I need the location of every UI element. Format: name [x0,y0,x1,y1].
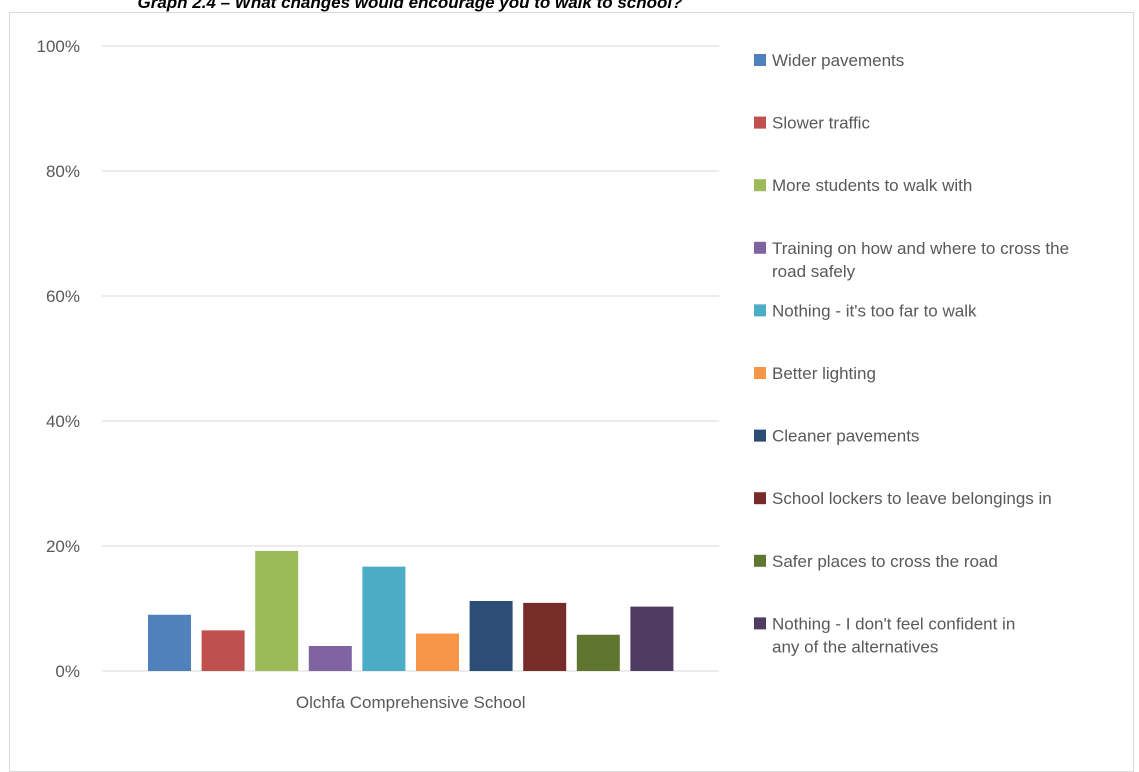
y-tick-label: 80% [46,162,80,181]
legend-swatch [754,304,766,317]
legend-swatch [754,367,766,379]
legend-swatch [754,429,766,442]
legend-label: More students to walk with [772,176,972,195]
bar [201,630,245,671]
bar [416,633,459,671]
bar [523,602,567,671]
legend-swatch [754,554,766,567]
bar [469,601,513,671]
legend-label: Slower traffic [772,114,870,133]
legend-label: Training on how and where to cross the ro… [772,239,1069,281]
y-tick-label: 60% [46,287,80,306]
legend-swatch [754,492,766,505]
y-tick-label: 0% [55,662,80,681]
x-tick-label: Olchfa Comprehensive School [296,693,526,712]
legend-swatch [754,116,766,129]
legend-swatch [754,617,766,630]
legend-label: Wider pavements [772,51,904,70]
legend-label: Nothing - it's too far to walk [772,301,977,320]
bar [362,566,406,671]
bar [576,634,620,671]
chart-title: Graph 2.4 – What changes would encourage… [137,0,683,12]
legend-label: Safer places to cross the road [772,552,998,571]
bar [308,646,352,671]
bar [630,606,674,671]
legend-swatch [754,179,766,192]
bar [148,614,191,671]
y-tick-label: 100% [37,37,80,56]
legend-swatch [754,241,766,254]
legend-label: Cleaner pavements [772,427,919,446]
bar [255,551,299,671]
y-tick-label: 20% [46,537,80,556]
legend-label: Better lighting [772,364,876,383]
legend-label: Nothing - I don't feel confident in any o… [772,614,1015,656]
legend-swatch [754,54,766,66]
y-tick-label: 40% [46,412,80,431]
legend-label: School lockers to leave belongings in [772,489,1052,508]
